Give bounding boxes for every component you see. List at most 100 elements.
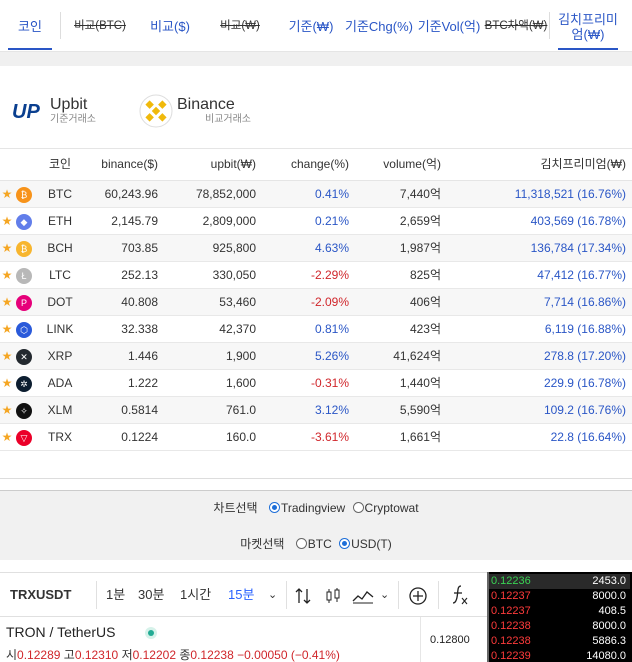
header-kimchi[interactable]: 김치프리미엄(₩): [540, 157, 626, 171]
radio-tradingview[interactable]: Tradingview: [268, 501, 345, 515]
base-exchange[interactable]: UP Upbit 기준거래소: [10, 92, 96, 130]
table-row[interactable]: ★ ✧ XLM 0.5814 761.0 3.12% 5,590억 109.2 (16.76%…: [0, 397, 632, 424]
dot-icon: P: [16, 295, 32, 311]
radio-tradingview-circle[interactable]: [268, 502, 280, 513]
binance-price: 252.13: [121, 268, 158, 282]
coin-symbol: XLM: [47, 403, 73, 417]
spacer: [0, 560, 632, 572]
table-row[interactable]: ★ Ł LTC 252.13 330,050 -2.29% 825억 47,412 (16.7…: [0, 262, 632, 289]
star-icon[interactable]: ★: [1, 295, 13, 309]
star-icon[interactable]: ★: [1, 430, 13, 444]
radio-btc[interactable]: BTC: [295, 537, 332, 551]
tv-interval-1h[interactable]: 1시간: [180, 587, 212, 602]
indicators-icon[interactable]: [352, 573, 374, 617]
tv-symbol[interactable]: TRXUSDT: [10, 587, 72, 602]
tab-base-krw[interactable]: 기준(₩): [279, 0, 343, 52]
radio-usdt-circle[interactable]: [339, 538, 351, 549]
star-icon[interactable]: ★: [1, 322, 13, 336]
tab-compare-usd[interactable]: 비교($): [139, 0, 201, 52]
active-underline: [8, 48, 52, 50]
change-percent: -3.61%: [310, 430, 349, 444]
radio-cryptowat[interactable]: Cryptowat: [352, 501, 419, 515]
coin-symbol: BTC: [48, 187, 72, 201]
upbit-price: 160.0: [225, 430, 256, 444]
tv-pair-title: TRON / TetherUS: [6, 624, 116, 640]
coin-symbol: XRP: [47, 349, 73, 363]
kimchi-premium: 229.9 (16.78%): [543, 376, 626, 390]
ada-icon: ✲: [16, 376, 32, 392]
chevron-down-icon[interactable]: ⌄: [268, 589, 278, 601]
header-coin[interactable]: 코인: [48, 157, 72, 171]
header-binance[interactable]: binance($): [101, 157, 158, 171]
ohlc-open-label: 시: [6, 648, 18, 662]
ohlc-close-label: 종: [179, 648, 191, 662]
header-volume[interactable]: volume(억): [383, 157, 441, 171]
upbit-price: 2,809,000: [202, 214, 256, 228]
tv-price-scale-border: [420, 617, 421, 662]
plus-circle-icon[interactable]: [408, 573, 428, 617]
premium-table: 코인 binance($) upbit(₩) change(%) volume(…: [0, 148, 632, 478]
tab-compare-btc[interactable]: 비교(BTC): [61, 0, 139, 52]
star-icon[interactable]: ★: [1, 349, 13, 363]
star-icon[interactable]: ★: [1, 214, 13, 228]
eth-icon: ◆: [16, 214, 32, 230]
trx-icon: ▽: [16, 430, 32, 446]
volume: 2,659억: [399, 214, 441, 228]
coin-symbol: BCH: [47, 241, 73, 255]
orderbook-qty: 8000.0: [592, 590, 626, 602]
candles-icon[interactable]: [324, 573, 342, 617]
tab-btc-diff[interactable]: BTC차액(₩): [483, 0, 549, 52]
radio-btc-circle[interactable]: [295, 538, 307, 549]
tv-toolbar: TRXUSDT 1분 30분 1시간 15분 ⌄ ⌄: [0, 573, 487, 617]
table-row[interactable]: ★ ₿ BCH 703.85 925,800 4.63% 1,987억 136,784 (17…: [0, 235, 632, 262]
chart-select-row: 차트선택 Tradingview Cryptowat: [0, 499, 632, 516]
tab-base-vol-label: 기준Vol(억): [417, 18, 481, 34]
tradingview-widget: TRXUSDT 1분 30분 1시간 15분 ⌄ ⌄: [0, 572, 487, 662]
compare-exchange-name: Binance: [177, 96, 235, 113]
table-row[interactable]: ★ ◆ ETH 2,145.79 2,809,000 0.21% 2,659억 403,569…: [0, 208, 632, 235]
star-icon[interactable]: ★: [1, 403, 13, 417]
xlm-icon: ✧: [16, 403, 32, 419]
star-icon[interactable]: ★: [1, 241, 13, 255]
coin-symbol: DOT: [47, 295, 73, 309]
tab-compare-krw[interactable]: 비교(₩): [201, 0, 279, 52]
top-nav: 코인 비교(BTC) 비교($) 비교(₩) 기준(₩) 기준Chg(%) 기준…: [0, 0, 632, 52]
orderbook-row: 0.12238 5886.3: [489, 634, 630, 649]
upbit-price: 42,370: [219, 322, 256, 336]
header-change[interactable]: change(%): [290, 157, 349, 171]
kimchi-premium: 109.2 (16.76%): [543, 403, 626, 417]
compare-arrows-icon[interactable]: [294, 573, 312, 617]
tv-interval-15m[interactable]: 15분: [228, 587, 255, 602]
table-row[interactable]: ★ ▽ TRX 0.1224 160.0 -3.61% 1,661억 22.8 (16.64%…: [0, 424, 632, 451]
radio-usdt[interactable]: USD(T): [339, 537, 392, 551]
tv-price-label: 0.12800: [430, 634, 470, 646]
star-icon[interactable]: ★: [1, 187, 13, 201]
orderbook-row: 0.12238 8000.0: [489, 619, 630, 634]
table-row[interactable]: ★ ✲ ADA 1.222 1,600 -0.31% 1,440억 229.9 (16.78%…: [0, 370, 632, 397]
star-icon[interactable]: ★: [1, 376, 13, 390]
table-row[interactable]: ★ ✕ XRP 1.446 1,900 5.26% 41,624억 278.8 (17.20%…: [0, 343, 632, 370]
kimchi-premium: 7,714 (16.86%): [543, 295, 626, 309]
chevron-down-icon[interactable]: ⌄: [380, 589, 390, 601]
kimchi-premium: 136,784 (17.34%): [530, 241, 626, 255]
orderbook-row: 0.12236 2453.0: [489, 574, 630, 589]
tab-kimchi-premium[interactable]: 김치프리미엄(₩): [550, 0, 626, 52]
compare-exchange[interactable]: Binance 비교거래소: [137, 92, 251, 130]
tab-base-vol[interactable]: 기준Vol(억): [415, 0, 483, 52]
volume: 5,590억: [399, 403, 441, 417]
tab-base-chg[interactable]: 기준Chg(%): [343, 0, 415, 52]
orderbook-qty: 408.5: [598, 605, 626, 617]
kimchi-premium: 47,412 (16.77%): [537, 268, 626, 282]
radio-cryptowat-circle[interactable]: [352, 502, 364, 513]
table-header: 코인 binance($) upbit(₩) change(%) volume(…: [0, 148, 632, 181]
header-upbit[interactable]: upbit(₩): [210, 157, 256, 171]
table-row[interactable]: ★ ₿ BTC 60,243.96 78,852,000 0.41% 7,440억 11,31…: [0, 181, 632, 208]
table-row[interactable]: ★ ⬡ LINK 32.338 42,370 0.81% 423억 6,119 (16.88%…: [0, 316, 632, 343]
function-icon[interactable]: [450, 573, 470, 617]
star-icon[interactable]: ★: [1, 268, 13, 282]
tv-interval-1m[interactable]: 1분: [106, 587, 126, 602]
tv-interval-30m[interactable]: 30분: [138, 587, 165, 602]
chart-select-label: 차트선택: [213, 501, 258, 515]
tab-coin[interactable]: 코인: [0, 0, 60, 52]
table-row[interactable]: ★ P DOT 40.808 53,460 -2.09% 406억 7,714 (16.86%…: [0, 289, 632, 316]
